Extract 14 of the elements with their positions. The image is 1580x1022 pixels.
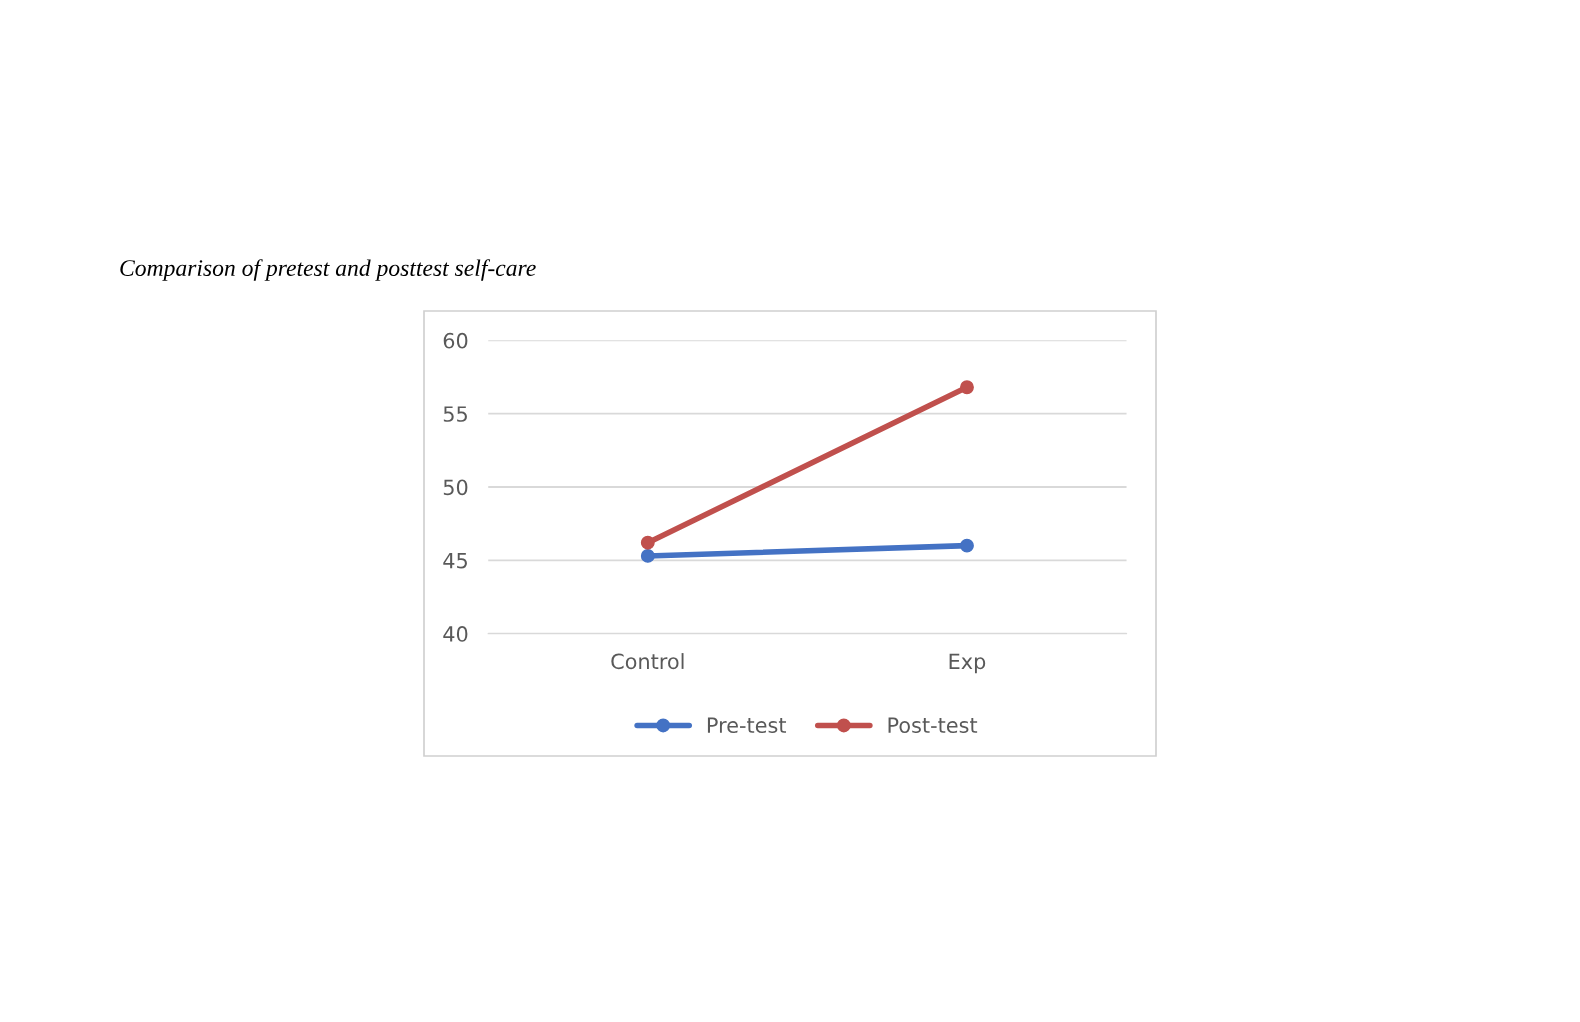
point <box>640 535 655 550</box>
chart-title: Comparison of pretest and posttest self-care <box>120 259 536 281</box>
y-tick-label: 55 <box>443 406 467 422</box>
x-tick-label: Exp <box>949 653 986 674</box>
point <box>640 548 655 563</box>
y-tick-label: 60 <box>443 332 468 349</box>
point <box>960 380 974 395</box>
point <box>960 538 974 553</box>
y-tick-label: 40 <box>443 626 468 642</box>
x-tick-label: Control <box>611 653 684 670</box>
legend-label: Pre-test <box>707 717 787 734</box>
legend-label: Post-test <box>888 717 978 734</box>
y-tick-label: 45 <box>443 553 467 569</box>
y-tick-label: 50 <box>443 479 468 496</box>
